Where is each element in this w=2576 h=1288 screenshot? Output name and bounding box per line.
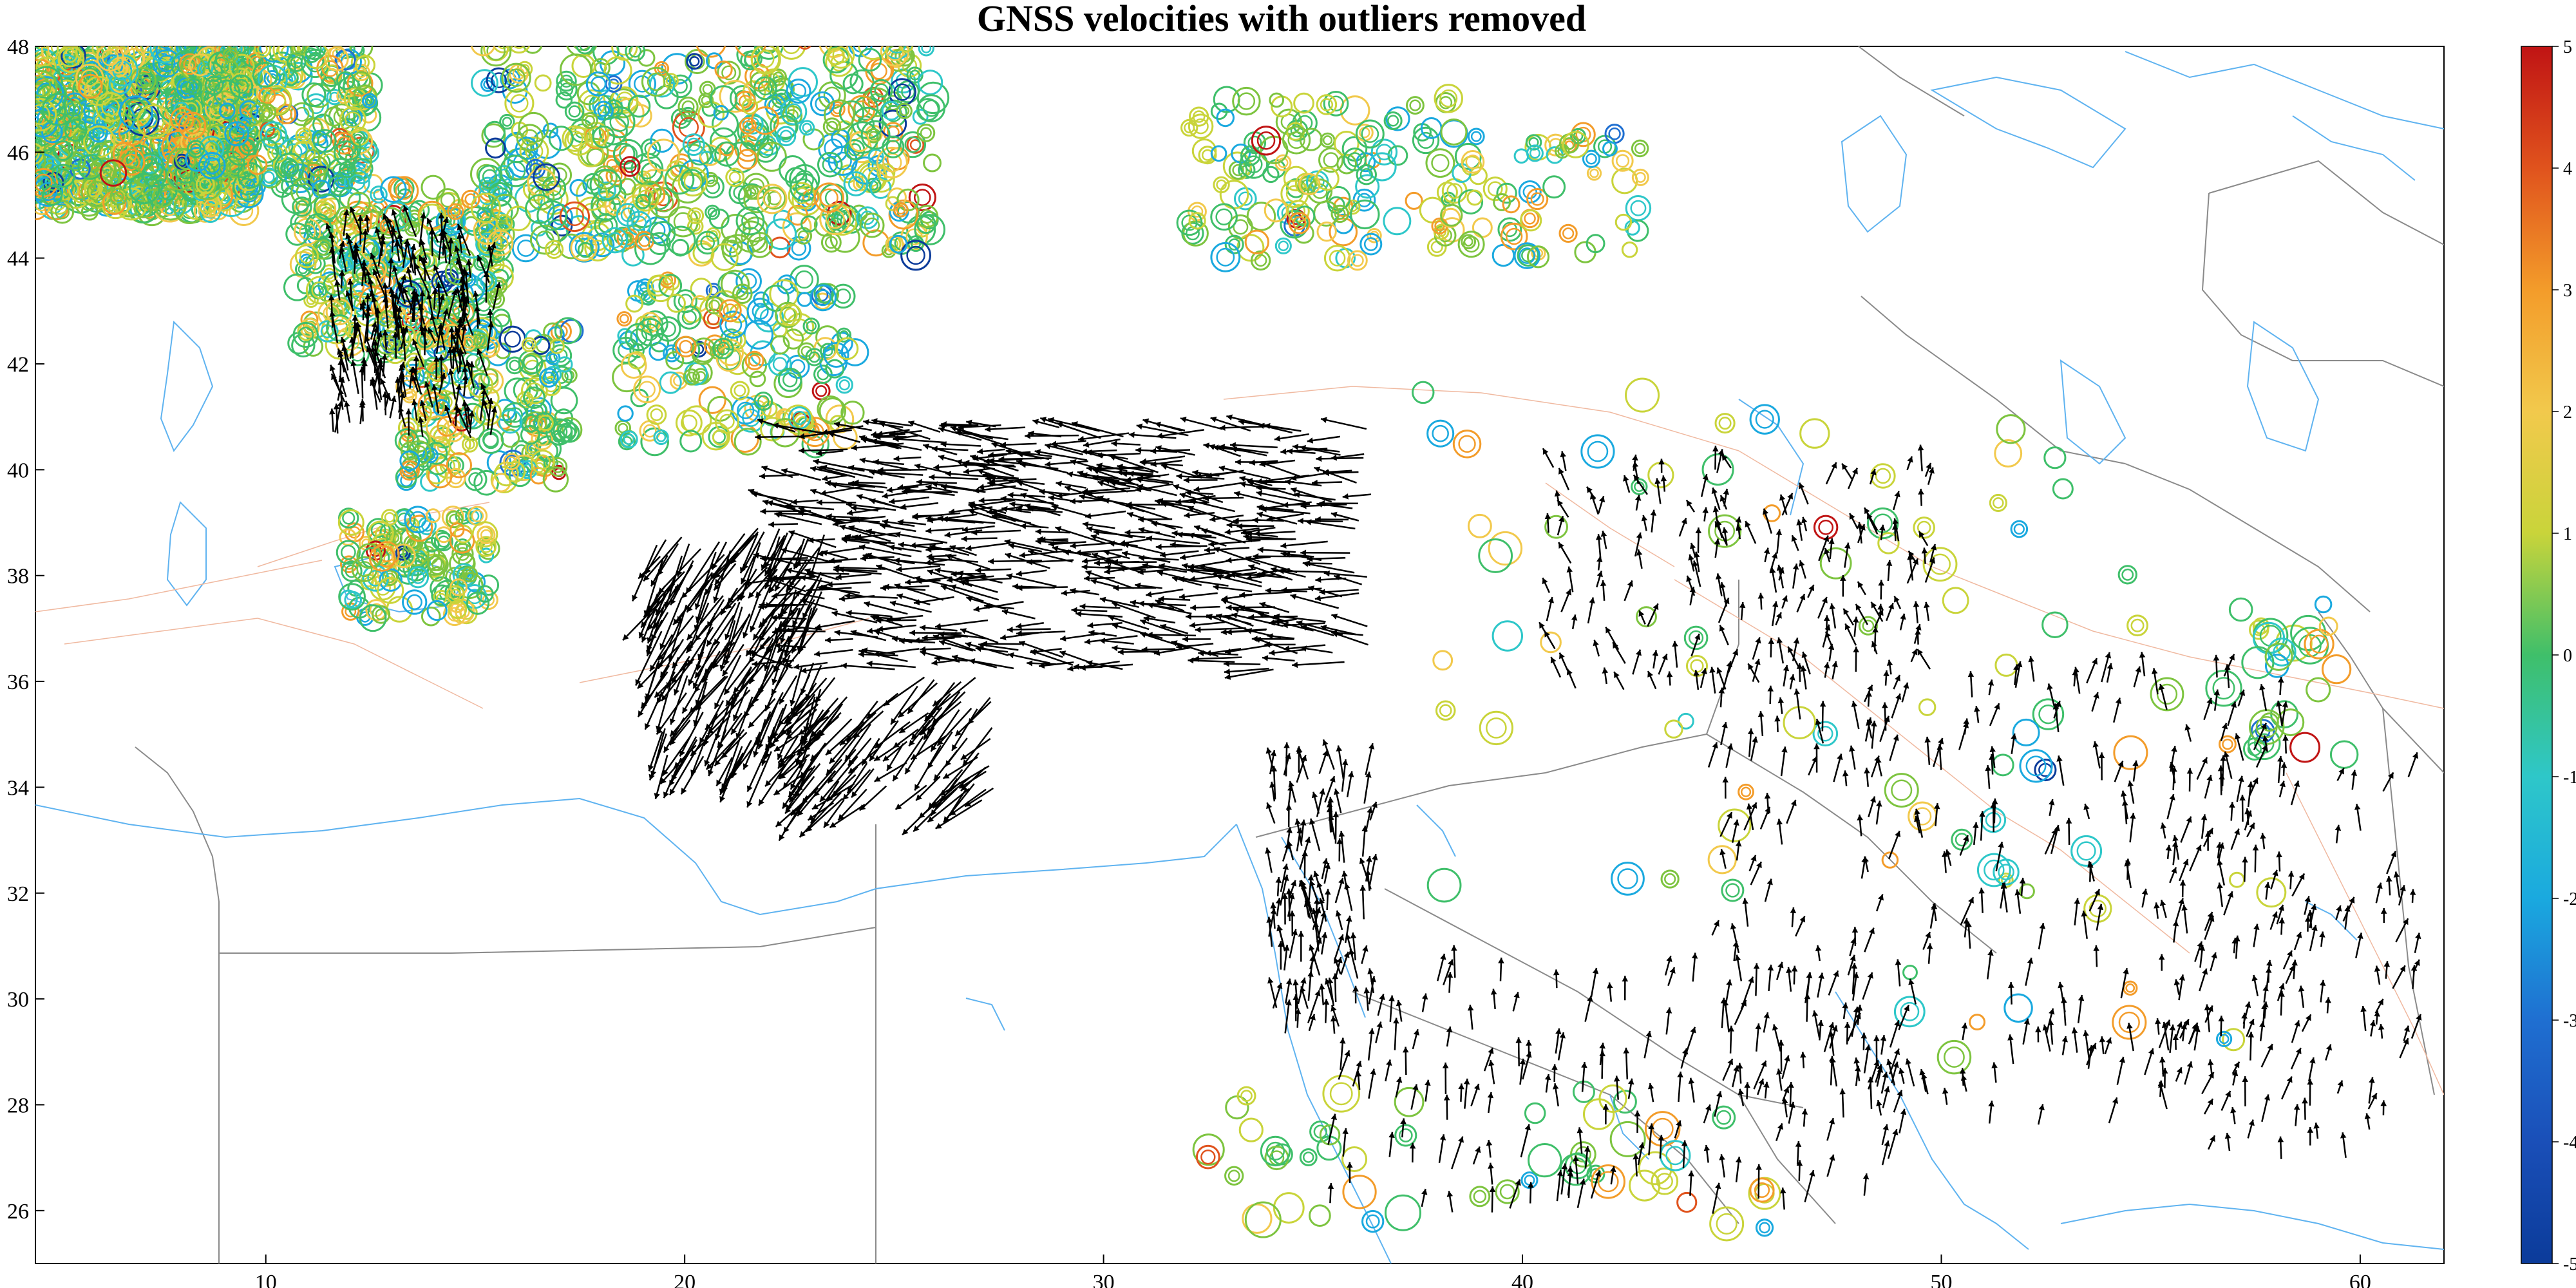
velocity-arrow <box>806 572 849 575</box>
station-circle <box>129 67 157 94</box>
station-circle-inner <box>76 133 89 146</box>
station-circle <box>259 167 279 187</box>
station-circle <box>35 70 58 104</box>
station-circle <box>109 187 128 206</box>
station-circle-inner <box>35 135 43 151</box>
station-circle <box>68 171 101 204</box>
station-circle <box>201 85 224 108</box>
fault-lines <box>35 386 2444 1095</box>
station-circle-inner <box>158 54 176 73</box>
station-circle <box>75 46 99 63</box>
station-circle <box>154 46 178 57</box>
station-circle-inner <box>158 46 174 53</box>
station-circle-inner <box>113 191 124 203</box>
station-circle-inner <box>803 46 807 47</box>
station-circle <box>199 194 222 218</box>
velocity-arrow <box>776 630 826 632</box>
station-circle <box>35 148 46 174</box>
station-circle <box>91 46 111 59</box>
station-circle <box>35 97 57 132</box>
station-circle-inner <box>123 153 140 171</box>
plot-area <box>35 46 2445 1264</box>
station-circle <box>135 46 160 58</box>
station-circle-inner <box>62 48 78 63</box>
station-circle <box>77 73 103 99</box>
station-circles <box>35 46 2359 1242</box>
station-circle <box>57 46 85 73</box>
station-circle-inner <box>35 176 44 198</box>
station-circle <box>64 118 88 142</box>
station-circle <box>232 172 261 201</box>
station-circle <box>41 185 63 206</box>
station-circle-inner <box>35 147 40 160</box>
station-circle <box>133 200 153 218</box>
station-circle <box>137 104 171 139</box>
station-circle <box>35 46 44 59</box>
station-circle <box>95 92 126 122</box>
station-circle <box>58 46 82 68</box>
station-circle <box>102 191 127 215</box>
station-circle <box>124 48 146 69</box>
station-circle <box>199 201 222 223</box>
station-circle <box>136 84 156 104</box>
station-circle-inner <box>184 102 198 117</box>
station-circle-inner <box>113 130 127 143</box>
station-circle <box>154 188 187 221</box>
station-circle-inner <box>35 104 50 126</box>
station-circle-inner <box>55 204 70 220</box>
station-circle-inner <box>140 46 155 53</box>
station-circle-inner <box>35 85 41 100</box>
station-circle-inner <box>35 46 41 55</box>
station-circle <box>179 97 203 121</box>
station-circle-inner <box>182 46 193 52</box>
station-circle <box>35 46 59 68</box>
station-circle <box>228 195 260 227</box>
station-circle-inner <box>135 71 152 89</box>
station-circle-inner <box>70 155 82 167</box>
station-circle <box>142 162 167 188</box>
map-title: GNSS velocities with outliers removed <box>977 0 1586 39</box>
station-circle-inner <box>86 181 108 202</box>
station-circle <box>83 125 116 158</box>
station-circle <box>88 123 108 143</box>
station-circle <box>326 88 343 106</box>
station-circle-inner <box>39 182 58 201</box>
station-circle <box>263 128 290 155</box>
station-circle <box>61 46 86 69</box>
station-circle-inner <box>92 127 105 139</box>
station-circle-inner <box>55 168 71 184</box>
velocity-arrow <box>1278 570 1327 573</box>
station-circle <box>197 61 214 77</box>
station-circle <box>99 159 128 187</box>
station-circle <box>52 140 73 161</box>
station-circle <box>74 67 93 86</box>
station-circle <box>50 200 75 224</box>
velocity-arrow <box>1007 628 1051 631</box>
station-circle-inner <box>35 76 52 97</box>
station-circle <box>340 46 364 59</box>
station-circle <box>96 46 124 72</box>
station-circle <box>35 176 64 207</box>
geography-layer <box>35 46 2444 1264</box>
station-circle-inner <box>107 196 124 214</box>
station-circle-inner <box>36 82 57 104</box>
station-circle-inner <box>101 98 120 117</box>
station-circle <box>41 121 63 144</box>
station-circle <box>35 46 49 70</box>
station-circle <box>66 151 86 171</box>
station-circle <box>42 93 75 126</box>
station-circle <box>178 46 196 55</box>
station-circle-inner <box>329 91 340 102</box>
velocity-arrow <box>875 619 917 621</box>
station-circle <box>128 173 160 205</box>
station-circle-inner <box>101 48 119 66</box>
station-circle <box>160 183 178 201</box>
station-circle <box>35 66 63 99</box>
station-circle <box>51 164 75 188</box>
station-circle <box>118 95 153 130</box>
